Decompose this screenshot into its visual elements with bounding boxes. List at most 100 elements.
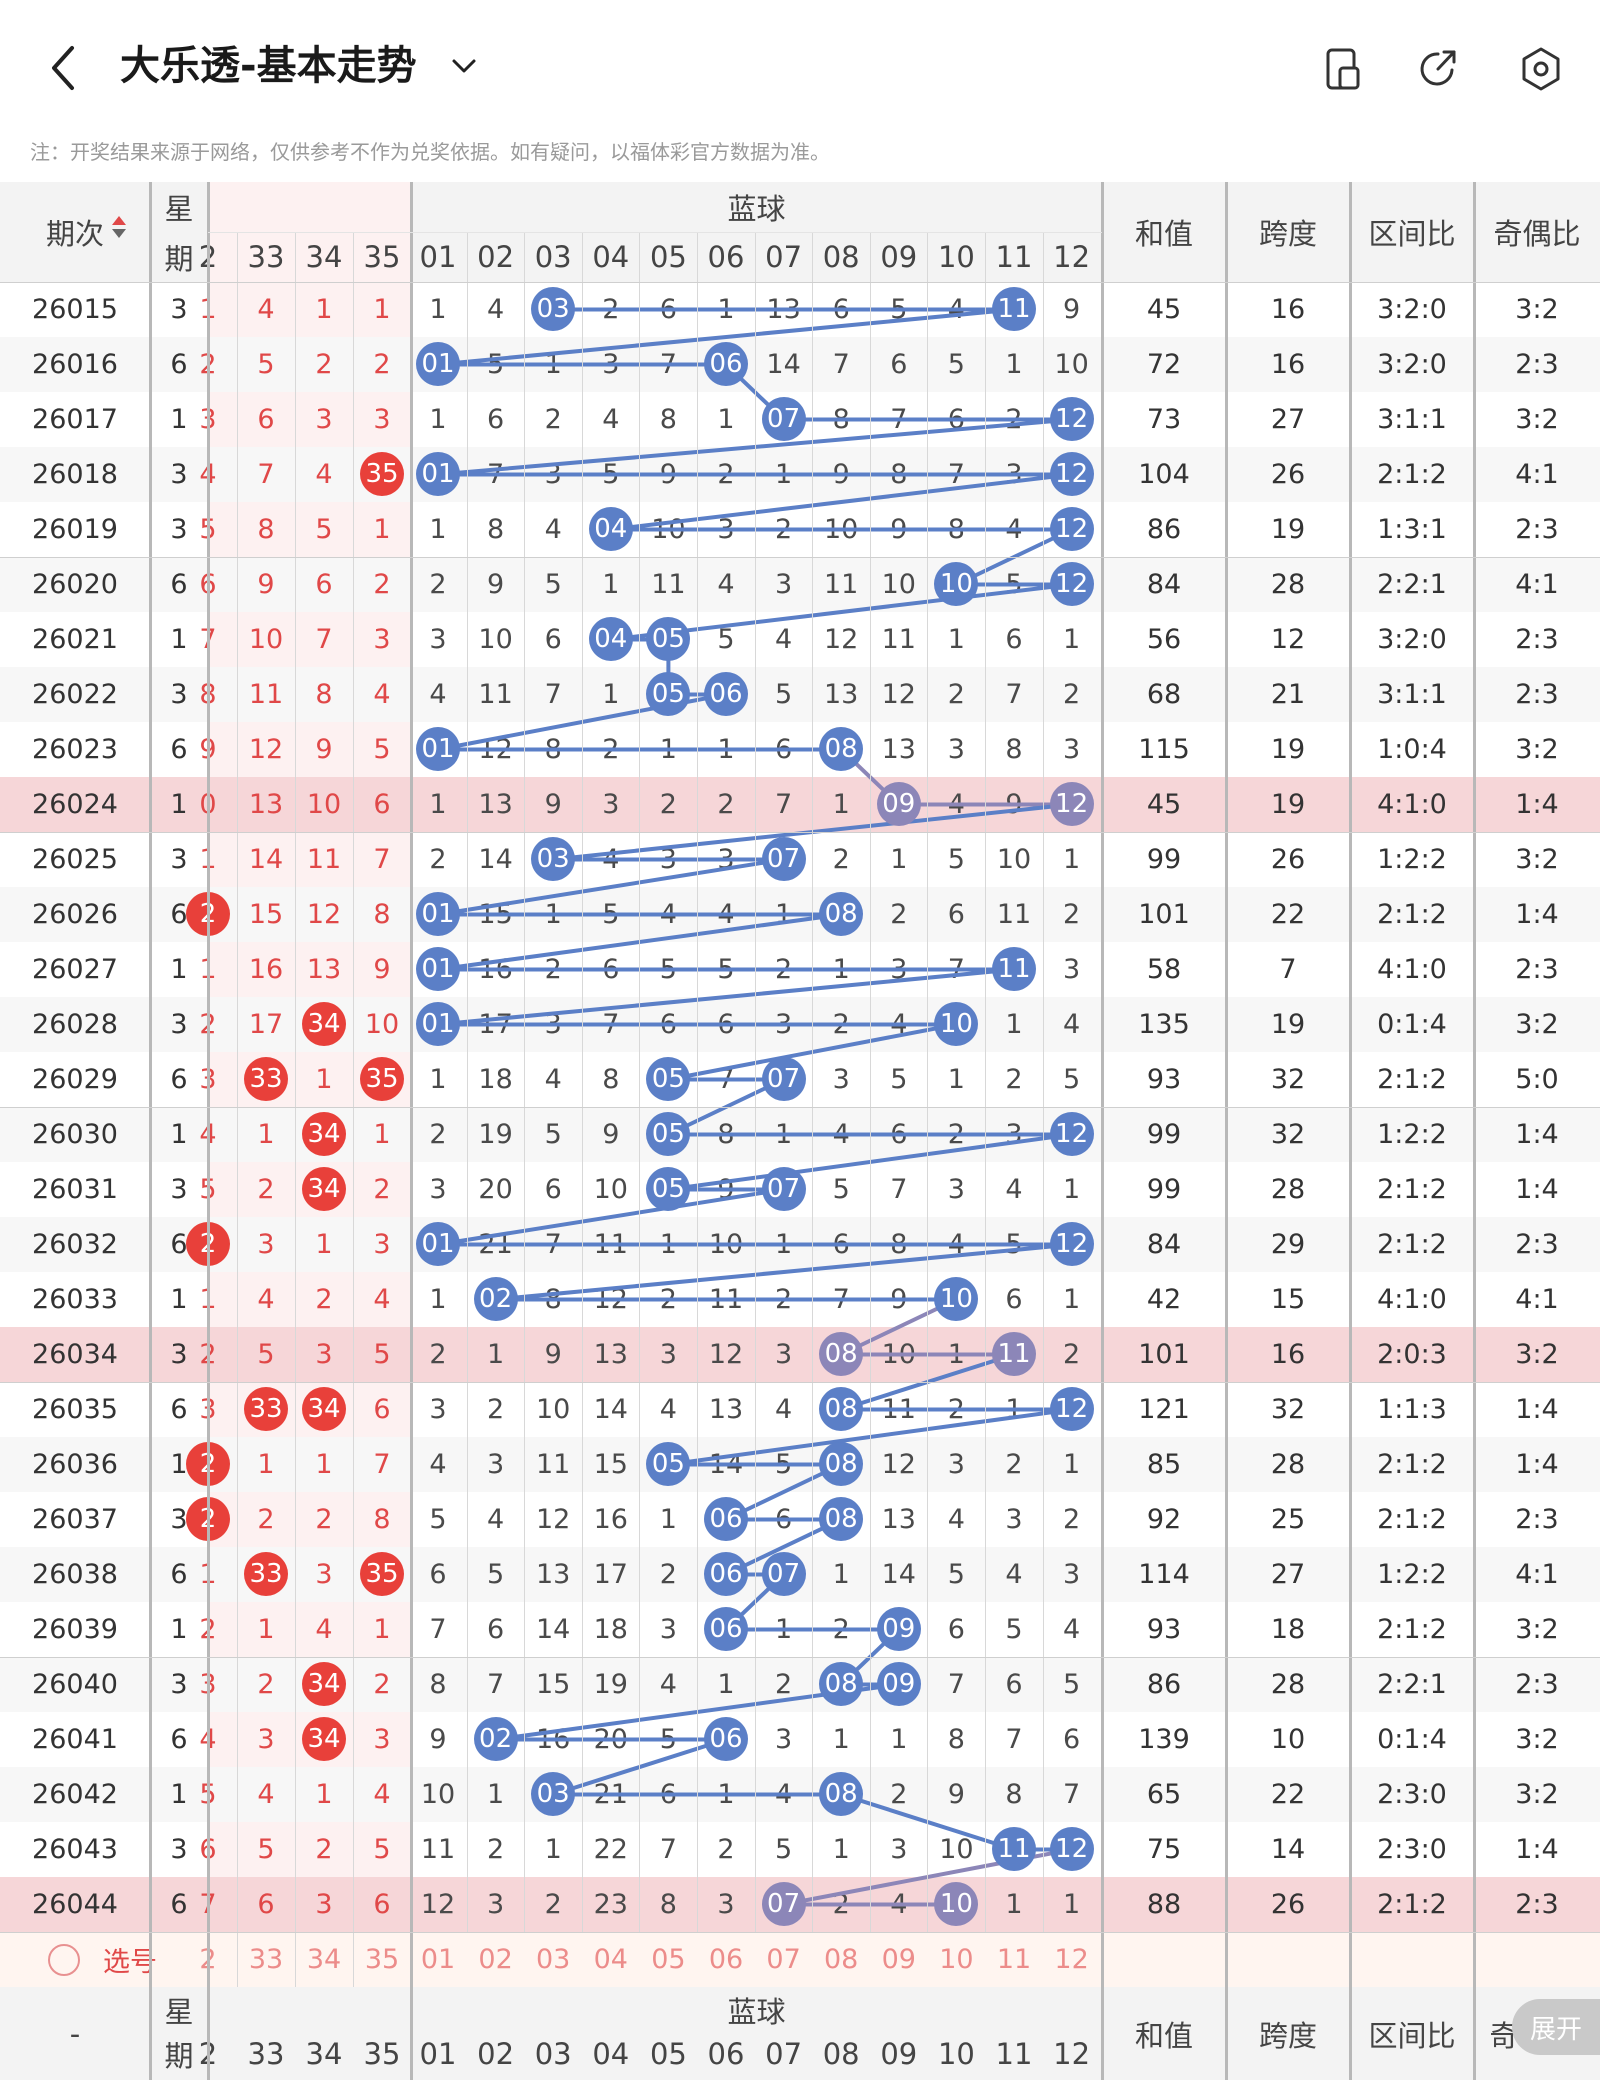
blue-omission: 13	[536, 1559, 571, 1590]
red-ball: 34	[302, 1662, 346, 1706]
red-ball: 35	[360, 1552, 404, 1596]
issue-number: 26034	[32, 1339, 118, 1370]
weekday: 1	[170, 1119, 188, 1150]
red-omission: 4	[373, 1779, 391, 1810]
issue-number: 26022	[32, 679, 118, 710]
bottom-red-col: 35	[363, 2036, 401, 2071]
sum-value: 75	[1146, 1834, 1182, 1865]
red-omission: 2	[373, 349, 391, 380]
trend-link	[437, 857, 784, 917]
column-divider	[985, 232, 986, 1932]
odd-even-ratio: 3:2	[1515, 844, 1559, 875]
span-value: 22	[1270, 1779, 1306, 1810]
pick-blue-col[interactable]: 12	[1054, 1944, 1089, 1975]
weekday: 3	[170, 1009, 188, 1040]
blue-omission: 2	[717, 1834, 735, 1865]
zone-ratio: 2:3:0	[1377, 1779, 1447, 1810]
issue-number: 26024	[32, 789, 118, 820]
header-oe: 奇偶比	[1493, 217, 1581, 251]
row-divider	[0, 557, 1600, 558]
blue-ball: 05	[646, 1112, 691, 1156]
pick-blue-col[interactable]: 09	[881, 1944, 916, 1975]
chevron-down-icon[interactable]	[446, 48, 482, 84]
pick-blue-col[interactable]: 11	[996, 1944, 1032, 1975]
red-ball: 33	[244, 1057, 288, 1101]
sum-value: 86	[1146, 1669, 1182, 1700]
pick-red-col[interactable]: 35	[364, 1944, 400, 1975]
pick-blue-col[interactable]: 03	[536, 1944, 571, 1975]
red-ball: 34	[302, 1002, 346, 1046]
blue-omission: 6	[947, 899, 965, 930]
blue-ball: 10	[934, 1882, 979, 1926]
sum-value: 73	[1146, 404, 1182, 435]
red-omission: 3	[257, 1724, 275, 1755]
issue-number: 26026	[32, 899, 118, 930]
blue-omission: 12	[420, 1889, 456, 1920]
pick-blue-col[interactable]: 01	[420, 1944, 456, 1975]
red-ball: 33	[244, 1552, 288, 1596]
pick-blue-col[interactable]: 06	[708, 1944, 744, 1975]
pick-blue-col[interactable]: 02	[478, 1944, 513, 1975]
blue-omission: 1	[1063, 844, 1081, 875]
blue-ball: 03	[531, 1772, 576, 1816]
span-value: 22	[1270, 899, 1306, 930]
blue-omission: 10	[420, 1779, 456, 1810]
red-omission: 3	[315, 1559, 333, 1590]
back-icon[interactable]	[40, 40, 88, 96]
sum-value: 65	[1146, 1779, 1182, 1810]
blue-omission: 1	[947, 624, 965, 655]
issue-number: 26031	[32, 1174, 118, 1205]
header-zone: 区间比	[1368, 217, 1456, 251]
red-omission: 2	[257, 1669, 275, 1700]
pick-red-col[interactable]: 33	[248, 1944, 284, 1975]
blue-omission: 2	[487, 1394, 505, 1425]
weekday: 3	[170, 1339, 188, 1370]
red-omission: 3	[373, 1229, 391, 1260]
blue-omission: 12	[881, 1449, 916, 1480]
blue-omission: 5	[544, 569, 562, 600]
pick-blue-col[interactable]: 05	[651, 1944, 686, 1975]
blue-omission: 8	[1005, 1779, 1023, 1810]
blue-ball: 08	[819, 727, 864, 771]
page-title[interactable]: 大乐透-基本走势	[120, 43, 417, 89]
zone-ratio: 2:1:2	[1377, 1889, 1447, 1920]
pick-blue-col[interactable]: 08	[824, 1944, 859, 1975]
zone-ratio: 1:2:2	[1377, 844, 1447, 875]
pick-blue-col[interactable]: 07	[766, 1944, 801, 1975]
share-icon[interactable]	[1414, 44, 1464, 94]
blue-omission: 3	[1063, 734, 1081, 765]
blue-ball: 06	[704, 672, 748, 716]
blue-omission: 12	[881, 679, 916, 710]
red-omission: 2	[315, 1504, 333, 1535]
row-stripe	[0, 337, 1600, 392]
zone-ratio: 3:1:1	[1377, 679, 1447, 710]
sort-icon[interactable]	[112, 216, 126, 225]
row-divider	[0, 832, 1600, 833]
odd-even-ratio: 1:4	[1515, 1834, 1559, 1865]
sum-value: 93	[1146, 1614, 1182, 1645]
pick-checkbox[interactable]	[48, 1944, 80, 1976]
weekday: 3	[170, 1834, 188, 1865]
expand-button[interactable]: 展开	[1512, 1999, 1600, 2055]
header-blue-col: 06	[707, 240, 745, 274]
row-stripe	[0, 557, 1600, 612]
red-omission: 5	[373, 734, 391, 765]
sum-value: 42	[1146, 1284, 1182, 1315]
pick-blue-col[interactable]: 10	[939, 1944, 974, 1975]
zone-ratio: 2:2:1	[1377, 569, 1447, 600]
sort-icon-down[interactable]	[112, 229, 126, 238]
settings-icon[interactable]	[1516, 44, 1566, 94]
blue-ball: 07	[761, 397, 806, 441]
blue-omission: 12	[536, 1504, 571, 1535]
pick-blue-col[interactable]: 04	[593, 1944, 628, 1975]
bottom-blue-col: 10	[937, 2036, 975, 2071]
span-value: 29	[1270, 1229, 1306, 1260]
phone-icon[interactable]	[1318, 44, 1368, 94]
pick-red-col[interactable]: 34	[306, 1944, 342, 1975]
weekday: 6	[170, 899, 188, 930]
pick-label[interactable]: 选号	[103, 1947, 157, 1978]
odd-even-ratio: 1:4	[1515, 1449, 1559, 1480]
blue-omission: 1	[1063, 1174, 1081, 1205]
blue-omission: 7	[1063, 1779, 1081, 1810]
span-value: 27	[1270, 1559, 1306, 1590]
